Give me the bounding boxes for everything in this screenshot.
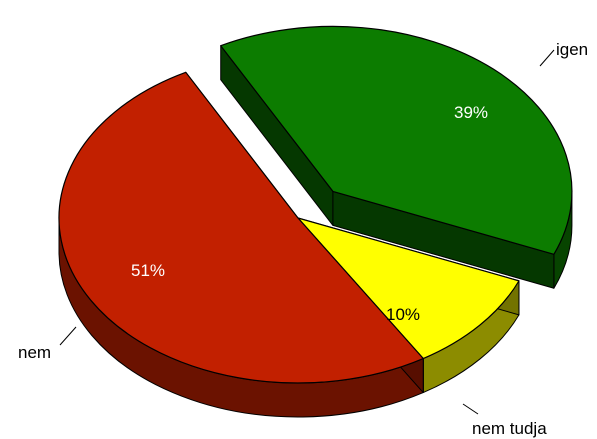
leader-lines [59,49,555,415]
slice-value-label-nem-tudja: 10% [386,305,420,324]
leader-line-nem-tudja [462,403,479,415]
slice-value-label-nem: 51% [131,261,165,280]
slice-nem [58,71,424,384]
slice-value-label-igen: 39% [454,103,488,122]
leader-line-igen [539,49,555,67]
leader-line-nem [59,326,77,346]
slice-nem-tudja [297,217,520,360]
category-label-nem-tudja: nem tudja [472,419,547,438]
category-label-nem: nem [18,343,51,362]
category-label-igen: igen [556,40,588,59]
pie-top-layer [58,25,573,384]
slice-igen [220,25,573,255]
